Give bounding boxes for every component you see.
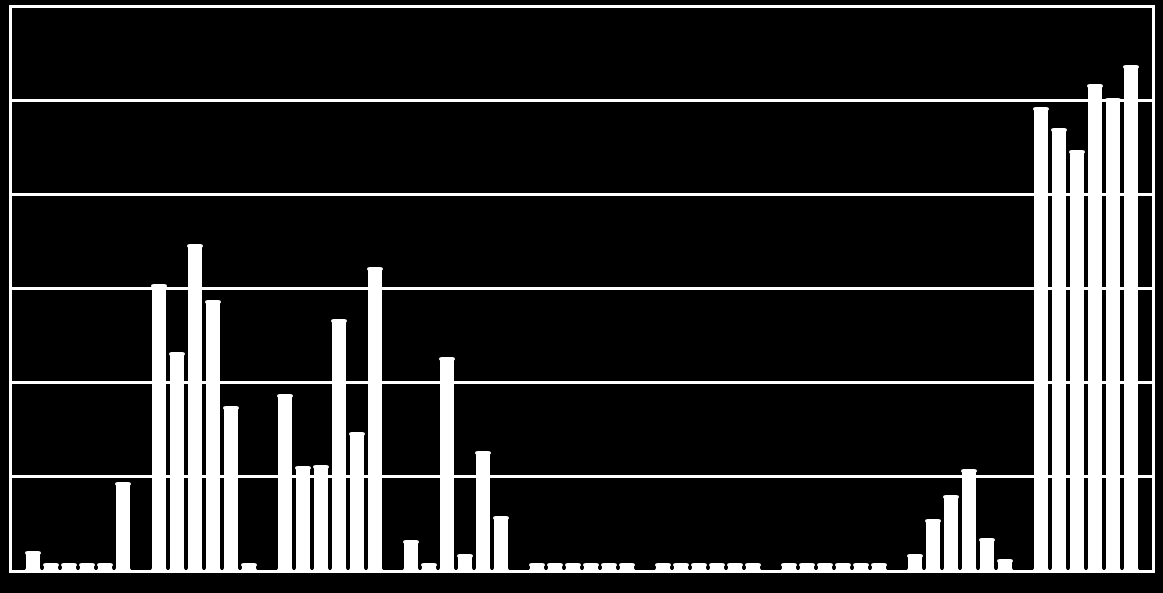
bar <box>403 542 419 570</box>
bar <box>187 246 203 570</box>
bar <box>439 359 455 571</box>
bar <box>1123 67 1139 570</box>
bar <box>979 540 995 570</box>
bar <box>997 561 1013 570</box>
bar <box>367 269 383 570</box>
bar <box>169 354 185 570</box>
bar <box>1051 130 1067 570</box>
bar <box>457 556 473 570</box>
gridline <box>9 99 1155 102</box>
gridline <box>9 5 1155 8</box>
bar <box>205 302 221 570</box>
bar <box>277 396 293 570</box>
bar <box>151 286 167 570</box>
bar-chart <box>0 0 1163 593</box>
bar <box>25 553 41 570</box>
bar <box>961 471 977 570</box>
bar <box>1087 86 1103 570</box>
bar <box>349 434 365 570</box>
x-axis <box>9 570 1155 573</box>
bar <box>1105 100 1121 570</box>
bar <box>313 467 329 570</box>
bar <box>493 518 509 570</box>
bar <box>295 468 311 570</box>
bar <box>1069 152 1085 570</box>
bar <box>907 556 923 570</box>
gridline <box>9 287 1155 290</box>
bar <box>925 521 941 570</box>
bar <box>223 408 239 570</box>
bar <box>475 453 491 571</box>
gridline <box>9 193 1155 196</box>
gridline <box>9 475 1155 478</box>
bar <box>943 497 959 570</box>
gridline <box>9 381 1155 384</box>
bar <box>1033 109 1049 570</box>
bar <box>115 484 131 570</box>
bar <box>331 321 347 570</box>
